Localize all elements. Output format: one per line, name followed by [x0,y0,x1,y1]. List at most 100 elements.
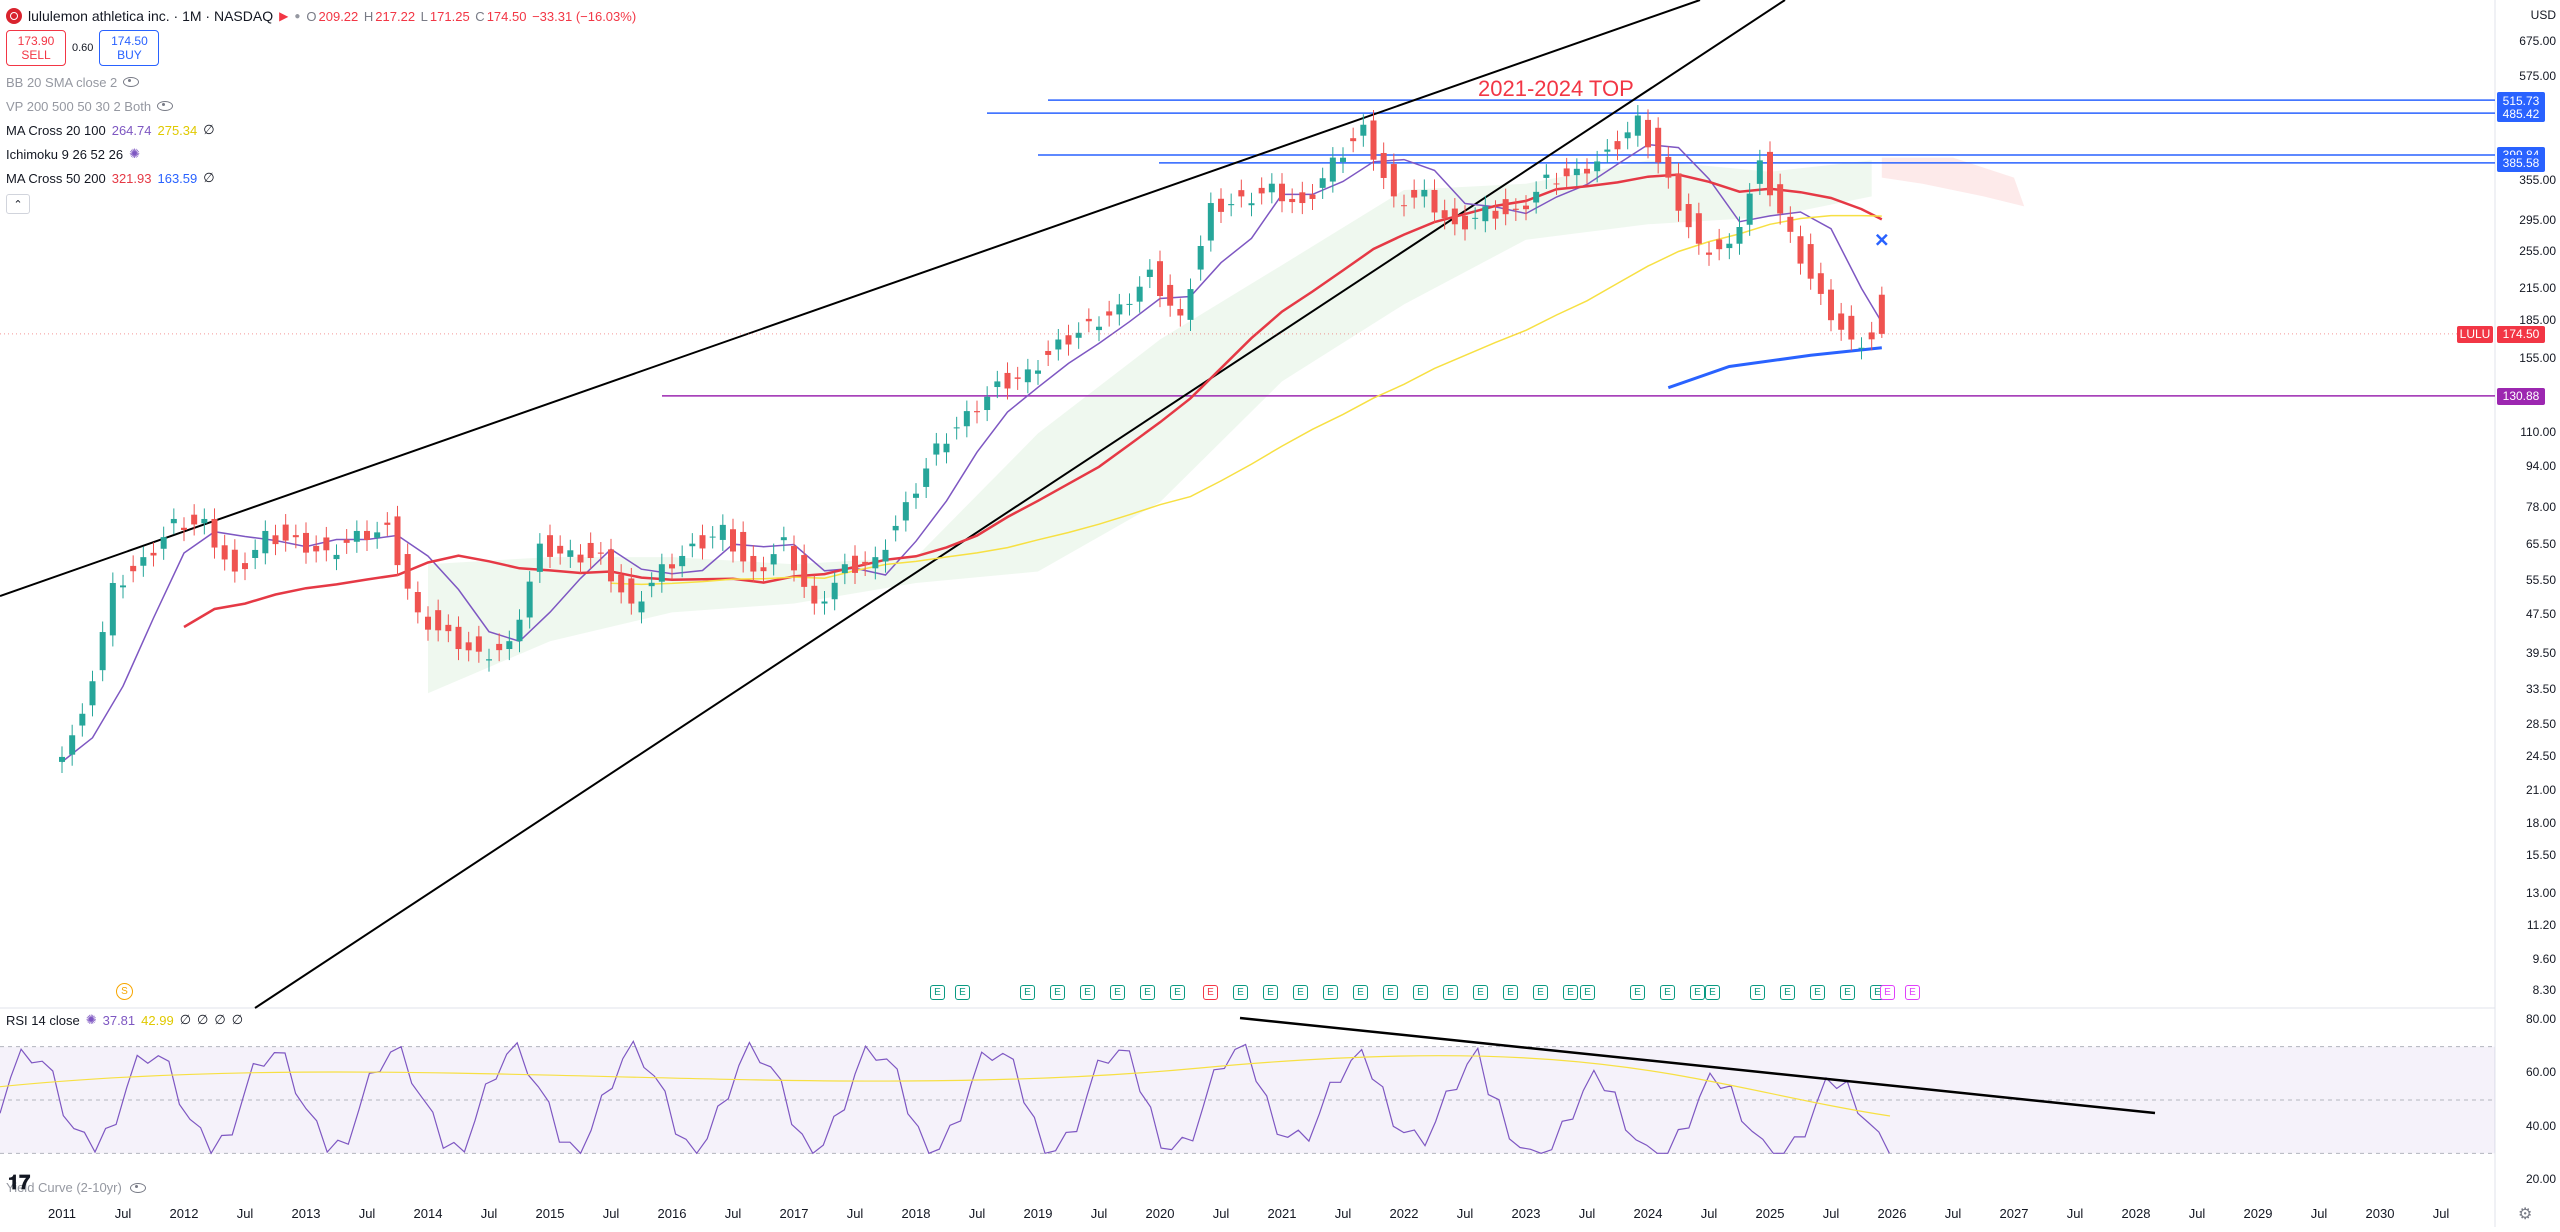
earnings-marker[interactable]: E [1780,985,1795,1000]
candle-body [201,518,208,524]
candle-body [608,549,614,582]
earnings-marker[interactable]: E [930,985,945,1000]
earnings-marker[interactable]: E [1050,985,1065,1000]
earnings-marker[interactable]: E [1473,985,1488,1000]
time-tick-label: Jul [480,1206,498,1221]
candle-body [394,516,401,566]
earnings-marker[interactable]: E [1660,985,1675,1000]
indicator-ma-cross-50-200[interactable]: MA Cross 50 200 321.93 163.59 ∅ [6,170,215,186]
ma50-line [183,173,1883,629]
earnings-marker[interactable]: E [1705,985,1720,1000]
earnings-marker[interactable]: E [1630,985,1645,1000]
earnings-marker[interactable]: E [1020,985,1035,1000]
earnings-marker[interactable]: E [955,985,970,1000]
candle-body [1695,213,1702,244]
earnings-marker[interactable]: E [1503,985,1518,1000]
time-tick-label: 2029 [2243,1206,2273,1221]
indicator-ichimoku[interactable]: Ichimoku 9 26 52 26 ✺ [6,146,140,162]
yield-curve-legend[interactable]: Yield Curve (2-10yr) [6,1180,146,1195]
earnings-marker[interactable]: E [1383,985,1398,1000]
candle-body [831,582,838,600]
hidden-eye-icon[interactable] [157,101,174,111]
earnings-marker[interactable]: E [1810,985,1825,1000]
earnings-marker[interactable]: E [1233,985,1248,1000]
earnings-marker[interactable]: E [1580,985,1595,1000]
chart-annotation[interactable]: 2021-2024 TOP [1478,76,1634,101]
candle-body [638,601,645,613]
earnings-marker[interactable]: E [1080,985,1095,1000]
earnings-marker[interactable]: E [1323,985,1338,1000]
symbol-tag[interactable]: LULU [2457,325,2493,343]
hidden-eye-icon[interactable] [123,77,140,87]
candle-body [902,502,909,521]
candle-body [1767,151,1773,196]
collapse-legend-button[interactable]: ⌃ [6,194,30,214]
candle-body [1177,309,1184,316]
candle-body [994,381,1001,388]
settings-gear-icon[interactable]: ⚙ [2518,1206,2533,1223]
price-level-tag[interactable]: 485.42 [2497,105,2545,123]
candle-body [1533,191,1540,203]
indicator-ma-cross-20-100[interactable]: MA Cross 20 100 264.74 275.34 ∅ [6,122,215,138]
sell-button[interactable]: 173.90 SELL [6,30,66,66]
earnings-marker[interactable]: E [1170,985,1185,1000]
candle-body [1706,252,1712,255]
rsi-legend[interactable]: RSI 14 close ✺ 37.81 42.99 ∅ ∅ ∅ ∅ [6,1012,244,1028]
earnings-marker[interactable]: E [1533,985,1548,1000]
candle-body [353,530,360,542]
price-level-tag[interactable]: 130.88 [2497,387,2545,405]
candle-body [262,530,269,554]
price-tick-label: 110.00 [2520,425,2556,440]
symbol-title[interactable]: lululemon athletica inc. · 1M · NASDAQ [28,8,274,24]
time-tick-label: 2025 [1755,1206,1785,1221]
earnings-marker[interactable]: E [1110,985,1125,1000]
earnings-marker[interactable]: E [1293,985,1308,1000]
indicator-bb[interactable]: BB 20 SMA close 2 [6,70,638,94]
time-tick-label: Jul [1212,1206,1230,1221]
candle-body [1797,236,1804,264]
chart-legend: lululemon athletica inc. · 1M · NASDAQ ▶… [6,4,638,214]
earnings-marker[interactable]: E [1443,985,1458,1000]
price-level-tag[interactable]: 174.50 [2497,325,2545,343]
earnings-marker[interactable]: E [1563,985,1578,1000]
price-level-tag[interactable]: 515.73 [2497,92,2545,110]
earnings-marker[interactable]: E [1690,985,1705,1000]
earnings-marker[interactable]: E [1750,985,1765,1000]
earnings-marker[interactable]: E [1413,985,1428,1000]
candle-body [1624,132,1631,139]
time-tick-label: Jul [1334,1206,1352,1221]
earnings-marker[interactable]: E [1263,985,1278,1000]
tradingview-logo-icon[interactable]: 𝟏𝟕 [8,1172,31,1194]
time-tick-label: 2026 [1877,1206,1907,1221]
candle-body [770,554,777,565]
price-level-tag[interactable]: 385.58 [2497,154,2545,172]
candle-body [577,554,584,563]
hidden-eye-icon[interactable] [129,1182,146,1193]
candle-body [1096,326,1102,331]
candle-body [303,532,309,553]
candle-body [1665,156,1672,178]
flag-icon[interactable]: ▶ [279,9,289,23]
dividend-marker[interactable]: S [116,983,133,1000]
buy-button[interactable]: 174.50 BUY [99,30,160,66]
candle-body [1614,141,1621,150]
candle-body [730,529,736,552]
candle-body [1075,332,1082,338]
earnings-marker[interactable]: E [1905,985,1920,1000]
ohlc-values: O 209.22 H 217.22 L 171.25 C 174.50 −33.31 (… [306,8,637,24]
price-tick-label: 94.00 [2525,459,2556,474]
earnings-marker[interactable]: E [1140,985,1155,1000]
price-tick-label: 295.00 [2519,212,2556,227]
indicator-vp[interactable]: VP 200 500 50 30 2 Both [6,94,638,118]
earnings-marker[interactable]: E [1203,985,1218,1000]
time-tick-label: 2024 [1633,1206,1663,1221]
earnings-marker[interactable]: E [1353,985,1368,1000]
earnings-marker[interactable]: E [1840,985,1855,1000]
earnings-marker[interactable]: E [1880,985,1895,1000]
currency-label[interactable]: USD [2530,8,2556,22]
candle-body [1207,203,1214,241]
candle-body [1645,119,1651,148]
candle-body [1004,372,1011,389]
